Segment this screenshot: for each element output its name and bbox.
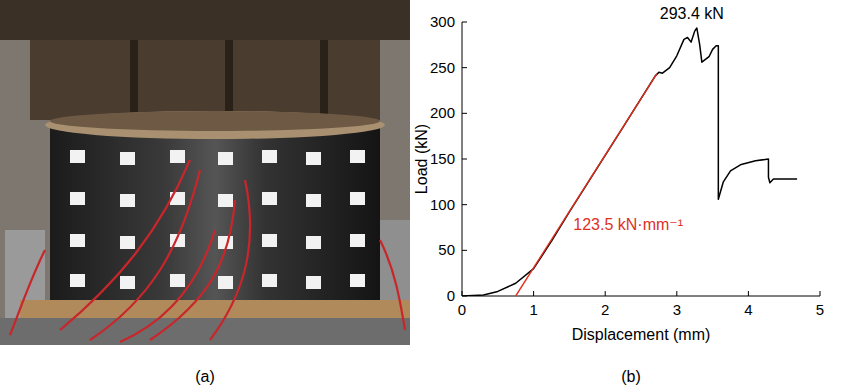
label-tag [120,194,135,207]
label-tag [306,236,321,249]
label-tag [120,276,135,289]
label-tag [262,234,277,247]
x-tick [676,291,677,296]
photo [0,0,410,345]
x-tick-label: 1 [529,301,537,318]
x-tick [748,291,749,296]
wire [10,250,45,335]
figure: (a)012345050100150200250300Displacement … [0,0,841,391]
label-tag [170,150,185,163]
y-tick [462,22,467,23]
panel-caption: (b) [621,368,641,385]
x-tick-label: 3 [673,301,681,318]
label-tag [350,192,365,205]
axes: 012345050100150200250300 [430,13,824,318]
frame-rib [225,40,233,120]
y-tick-label: 250 [430,59,455,76]
load-curve [462,28,797,296]
photo-background [0,0,410,345]
label-tag [218,276,233,289]
y-tick [462,113,467,114]
panel-caption: (a) [195,368,215,385]
fit-line [516,74,657,296]
y-tick [462,204,467,205]
label-tag [306,276,321,289]
frame-rib [320,40,328,120]
label-tag [70,150,85,163]
machine-frame [0,0,410,40]
label-tag [262,150,277,163]
wire [380,240,405,330]
peak-annotation: 293.4 kN [660,5,724,22]
label-tag [306,194,321,207]
y-tick-label: 0 [447,287,455,304]
y-tick-label: 300 [430,13,455,30]
label-tag [218,194,233,207]
y-tick-label: 100 [430,196,455,213]
label-tag [350,150,365,163]
x-tick-label: 4 [744,301,752,318]
label-tag [70,234,85,247]
y-tick-label: 150 [430,150,455,167]
y-tick [462,67,467,68]
x-tick-label: 0 [458,301,466,318]
x-tick [533,291,534,296]
x-tick-label: 2 [601,301,609,318]
x-tick [605,291,606,296]
label-tag [350,274,365,287]
top-ring [45,111,385,139]
x-axis-title: Displacement (mm) [572,326,711,343]
wire [210,180,250,340]
label-tag [120,236,135,249]
label-tag [70,192,85,205]
y-axis-title: Load (kN) [413,124,430,194]
label-tag [350,234,365,247]
wire [150,200,235,340]
x-tick [820,291,821,296]
y-tick-label: 200 [430,104,455,121]
label-tag [120,152,135,165]
floor [0,318,410,345]
x-tick-label: 5 [816,301,824,318]
label-tag [306,152,321,165]
wire [120,230,215,342]
y-tick [462,159,467,160]
label-tag [170,274,185,287]
label-tag [262,274,277,287]
top-ring-inner [50,111,380,131]
label-tag [70,274,85,287]
y-tick [462,250,467,251]
label-tag [218,152,233,165]
frame-rib [130,40,138,120]
wire [60,160,190,330]
slope-annotation: 123.5 kN·mm⁻¹ [573,216,683,233]
y-tick-label: 50 [438,241,455,258]
plot-area [462,28,797,296]
machine-head [30,40,380,120]
label-tag [262,192,277,205]
